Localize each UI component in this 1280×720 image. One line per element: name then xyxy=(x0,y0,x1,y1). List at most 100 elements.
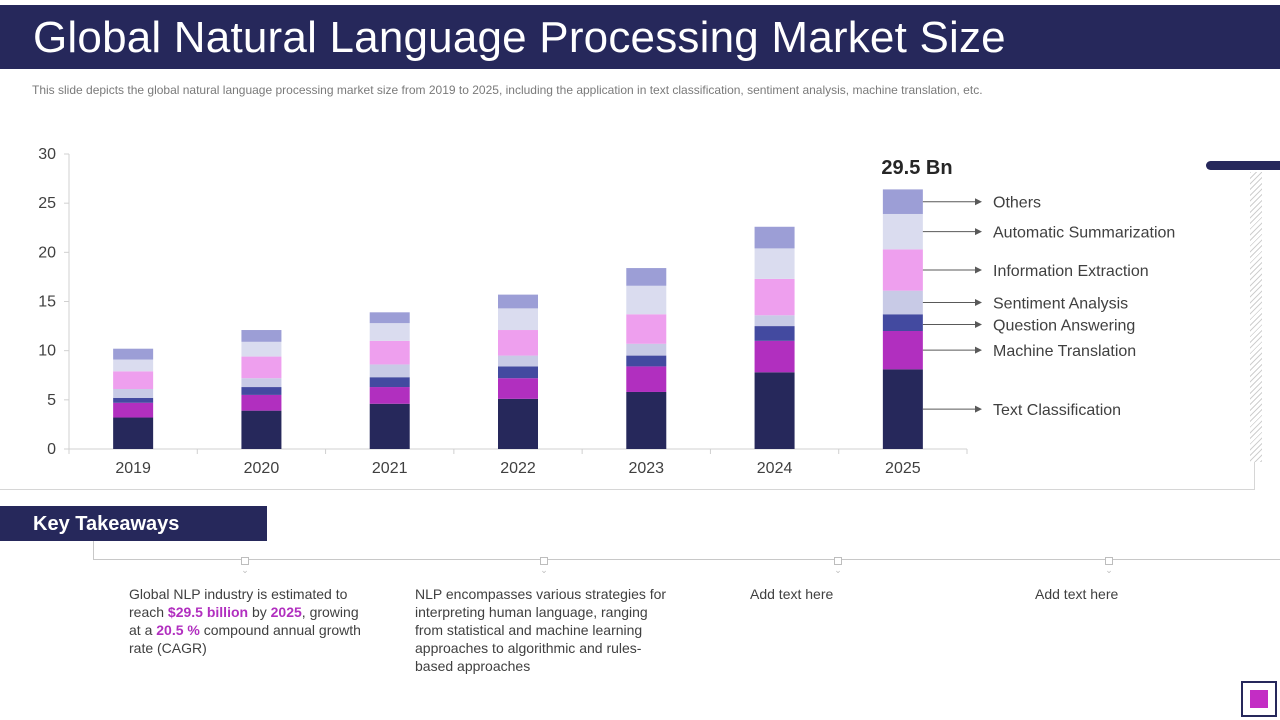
chevron-down-icon: ⌄ xyxy=(1105,565,1113,575)
legend-label: Question Answering xyxy=(993,317,1135,334)
y-tick-label: 10 xyxy=(38,343,56,360)
arrow-right-icon xyxy=(975,346,982,354)
bar-segment xyxy=(113,359,154,372)
legend-label: Text Classification xyxy=(993,402,1121,419)
chart-legend: Text Classification Machine Translation Qu… xyxy=(922,195,1175,419)
bar-segment xyxy=(241,341,282,357)
bar-segment xyxy=(369,340,410,365)
x-tick-label: 2021 xyxy=(372,460,408,477)
connector-node: ⌄ xyxy=(240,557,250,577)
x-tick-label: 2023 xyxy=(628,460,664,477)
bar-segment xyxy=(498,398,538,449)
connector-line-horizontal xyxy=(93,559,1280,560)
arrow-right-icon xyxy=(975,405,982,413)
bar-segment xyxy=(754,278,795,316)
chevron-down-icon: ⌄ xyxy=(834,565,842,575)
bar-segment xyxy=(113,348,154,360)
title-bar: Global Natural Language Processing Marke… xyxy=(0,5,1280,69)
bar-segment xyxy=(882,189,923,214)
bar-segment xyxy=(754,315,795,327)
bar-segment xyxy=(754,340,795,373)
arrow-right-icon xyxy=(975,266,982,274)
legend-label: Sentiment Analysis xyxy=(993,295,1128,312)
bar-segment xyxy=(113,417,154,449)
arrow-right-icon xyxy=(975,320,982,328)
arrow-right-icon xyxy=(975,198,982,206)
bar-segment xyxy=(882,314,923,331)
arrow-right-icon xyxy=(975,228,982,236)
y-tick-label: 15 xyxy=(38,294,56,311)
takeaway-1: Global NLP industry is estimated to reac… xyxy=(129,586,361,656)
decorative-tab-marker xyxy=(1206,161,1280,170)
bar-segment xyxy=(369,364,410,378)
bar-segment xyxy=(241,378,282,388)
arrow-right-icon xyxy=(975,298,982,306)
x-tick-label: 2025 xyxy=(885,460,921,477)
logo-square-icon xyxy=(1250,690,1268,708)
takeaway-2: NLP encompasses various strategies for i… xyxy=(415,586,667,674)
bar-segment xyxy=(498,294,538,309)
bar-segment xyxy=(754,248,795,279)
bar-segment xyxy=(754,326,795,341)
bar-segment xyxy=(626,285,667,315)
bar-segment xyxy=(241,330,282,342)
takeaway-4: Add text here xyxy=(1035,586,1119,602)
bar-segment xyxy=(369,312,410,324)
bar-segment xyxy=(498,355,538,367)
connector-node: ⌄ xyxy=(1104,557,1114,577)
bar-segment xyxy=(882,331,923,370)
connector-node: ⌄ xyxy=(539,557,549,577)
bar-segment xyxy=(626,355,667,367)
key-takeaways-header: Key Takeaways xyxy=(0,506,267,541)
bar-segment xyxy=(882,290,923,315)
bar-segment xyxy=(369,387,410,404)
x-tick-label: 2019 xyxy=(115,460,151,477)
bar-segment xyxy=(754,372,795,449)
bar-segment xyxy=(113,397,154,403)
bar-segment xyxy=(626,391,667,449)
highlight-value: $29.5 billion xyxy=(167,604,249,620)
chevron-down-icon: ⌄ xyxy=(241,565,249,575)
key-takeaways-title: Key Takeaways xyxy=(33,513,180,535)
corner-logo xyxy=(1241,681,1277,717)
bar-segment xyxy=(882,249,923,291)
y-tick-label: 25 xyxy=(38,195,56,212)
bar-segment xyxy=(241,387,282,395)
bar-segment xyxy=(369,403,410,449)
total-annotation: 29.5 Bn xyxy=(881,157,952,179)
connector-node: ⌄ xyxy=(833,557,843,577)
bar-segment xyxy=(882,369,923,449)
legend-label: Machine Translation xyxy=(993,343,1136,360)
x-tick-label: 2020 xyxy=(244,460,280,477)
bar-segment xyxy=(626,366,667,392)
y-tick-label: 5 xyxy=(47,392,56,409)
bar-segment xyxy=(626,268,667,286)
highlight-year: 2025 xyxy=(270,604,302,620)
bar-segment xyxy=(241,394,282,411)
y-tick-label: 20 xyxy=(38,244,56,261)
x-tick-label: 2022 xyxy=(500,460,536,477)
takeaway-3: Add text here xyxy=(750,586,834,602)
bar-segment xyxy=(498,378,538,399)
bar-segment xyxy=(113,402,154,418)
legend-label: Automatic Summarization xyxy=(993,225,1175,242)
bar-segment xyxy=(882,213,923,250)
bar-segment xyxy=(626,314,667,344)
legend-label: Information Extraction xyxy=(993,263,1149,280)
legend-label: Others xyxy=(993,195,1041,212)
bar-segment xyxy=(498,366,538,379)
y-tick-label: 30 xyxy=(38,146,56,163)
page-title: Global Natural Language Processing Marke… xyxy=(33,13,1006,62)
chevron-down-icon: ⌄ xyxy=(540,565,548,575)
y-tick-label: 0 xyxy=(47,441,56,458)
bar-segment xyxy=(241,410,282,449)
chart-frame-bottom xyxy=(0,489,1255,490)
bar-segment xyxy=(498,330,538,356)
bar-segment xyxy=(113,371,154,390)
bar-segment xyxy=(369,323,410,341)
x-tick-label: 2024 xyxy=(757,460,793,477)
bar-segment xyxy=(754,226,795,249)
bar-segment xyxy=(113,389,154,398)
decorative-hatch xyxy=(1250,172,1262,462)
